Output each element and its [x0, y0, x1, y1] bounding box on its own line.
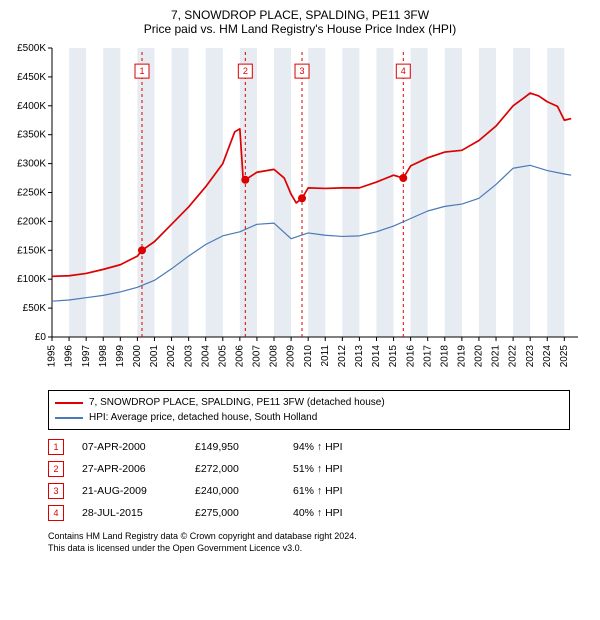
legend-swatch	[55, 402, 83, 404]
year-band	[547, 48, 564, 337]
legend-row: 7, SNOWDROP PLACE, SPALDING, PE11 3FW (d…	[55, 395, 563, 410]
event-dot	[241, 176, 249, 184]
event-dot	[298, 194, 306, 202]
x-tick-label: 2001	[149, 345, 160, 368]
y-tick-label: £0	[35, 332, 47, 343]
footer-line-1: Contains HM Land Registry data © Crown c…	[48, 530, 570, 542]
x-tick-label: 2003	[183, 345, 194, 368]
event-row: 1 07-APR-2000 £149,950 94% ↑ HPI	[48, 436, 570, 458]
x-tick-label: 2000	[132, 345, 143, 368]
event-number: 2	[243, 66, 248, 76]
x-tick-label: 2016	[405, 345, 416, 368]
year-band	[206, 48, 223, 337]
y-tick-label: £400K	[17, 101, 46, 112]
x-tick-label: 1996	[64, 345, 75, 368]
x-tick-label: 2014	[371, 345, 382, 368]
y-tick-label: £450K	[17, 72, 46, 83]
y-tick-label: £350K	[17, 130, 46, 141]
year-band	[137, 48, 154, 337]
x-tick-label: 2006	[234, 345, 245, 368]
x-tick-label: 2005	[217, 345, 228, 368]
event-marker: 2	[48, 461, 64, 477]
year-band	[274, 48, 291, 337]
x-tick-label: 2002	[166, 345, 177, 368]
x-tick-label: 2020	[474, 345, 485, 368]
event-dot	[138, 246, 146, 254]
footer-line-2: This data is licensed under the Open Gov…	[48, 542, 570, 554]
y-tick-label: £300K	[17, 159, 46, 170]
event-pct: 61% ↑ HPI	[293, 485, 383, 497]
event-pct: 94% ↑ HPI	[293, 441, 383, 453]
legend-row: HPI: Average price, detached house, Sout…	[55, 410, 563, 425]
event-date: 07-APR-2000	[82, 441, 177, 453]
x-tick-label: 2012	[337, 345, 348, 368]
event-dot	[399, 174, 407, 182]
event-price: £272,000	[195, 463, 275, 475]
year-band	[342, 48, 359, 337]
legend-label: HPI: Average price, detached house, Sout…	[89, 410, 317, 425]
chart-svg: £0 £50K £100K £150K £200K £250K £300K £350K £400…	[10, 42, 590, 377]
x-tick-label: 1997	[81, 345, 92, 368]
x-tick-label: 2018	[439, 345, 450, 368]
event-marker: 4	[48, 505, 64, 521]
events-table: 1 07-APR-2000 £149,950 94% ↑ HPI 2 27-APR-200…	[48, 436, 570, 524]
event-pct: 51% ↑ HPI	[293, 463, 383, 475]
title-line-1: 7, SNOWDROP PLACE, SPALDING, PE11 3FW	[10, 8, 590, 22]
x-tick-label: 2008	[269, 345, 280, 368]
year-band	[411, 48, 428, 337]
x-tick-label: 2007	[252, 345, 263, 368]
x-tick-label: 2013	[354, 345, 365, 368]
x-tick-label: 2019	[457, 345, 468, 368]
year-band	[376, 48, 393, 337]
x-tick-label: 2023	[525, 345, 536, 368]
year-band	[479, 48, 496, 337]
legend-label: 7, SNOWDROP PLACE, SPALDING, PE11 3FW (d…	[89, 395, 385, 410]
event-date: 27-APR-2006	[82, 463, 177, 475]
year-band	[240, 48, 257, 337]
event-marker: 1	[48, 439, 64, 455]
x-tick-label: 2010	[303, 345, 314, 368]
y-tick-label: £100K	[17, 274, 46, 285]
x-tick-label: 2004	[200, 345, 211, 368]
event-date: 28-JUL-2015	[82, 507, 177, 519]
title-line-2: Price paid vs. HM Land Registry's House …	[10, 22, 590, 36]
x-tick-label: 2017	[422, 345, 433, 368]
legend-swatch	[55, 417, 83, 419]
x-tick-label: 2021	[491, 345, 502, 368]
y-tick-label: £500K	[17, 43, 46, 54]
x-tick-label: 2011	[320, 345, 331, 367]
event-pct: 40% ↑ HPI	[293, 507, 383, 519]
y-tick-label: £200K	[17, 216, 46, 227]
y-tick-label: £250K	[17, 188, 46, 199]
y-tick-label: £50K	[23, 303, 47, 314]
event-price: £275,000	[195, 507, 275, 519]
event-marker: 3	[48, 483, 64, 499]
event-price: £149,950	[195, 441, 275, 453]
event-row: 3 21-AUG-2009 £240,000 61% ↑ HPI	[48, 480, 570, 502]
y-tick-label: £150K	[17, 245, 46, 256]
event-row: 2 27-APR-2006 £272,000 51% ↑ HPI	[48, 458, 570, 480]
price-chart: £0 £50K £100K £150K £200K £250K £300K £350K £400…	[10, 42, 590, 382]
event-price: £240,000	[195, 485, 275, 497]
x-tick-label: 1998	[98, 345, 109, 368]
year-band	[172, 48, 189, 337]
x-tick-label: 1999	[115, 345, 126, 368]
footer: Contains HM Land Registry data © Crown c…	[48, 530, 570, 554]
year-band	[69, 48, 86, 337]
event-number: 3	[300, 66, 305, 76]
x-tick-label: 2015	[388, 345, 399, 368]
year-band	[308, 48, 325, 337]
legend: 7, SNOWDROP PLACE, SPALDING, PE11 3FW (d…	[48, 390, 570, 430]
x-tick-label: 2009	[286, 345, 297, 368]
x-tick-label: 2022	[508, 345, 519, 368]
event-row: 4 28-JUL-2015 £275,000 40% ↑ HPI	[48, 502, 570, 524]
x-tick-label: 2025	[559, 345, 570, 368]
event-number: 1	[139, 66, 144, 76]
x-tick-label: 1995	[47, 345, 58, 368]
year-band	[513, 48, 530, 337]
year-band	[445, 48, 462, 337]
event-number: 4	[401, 66, 406, 76]
event-date: 21-AUG-2009	[82, 485, 177, 497]
x-tick-label: 2024	[542, 345, 553, 368]
